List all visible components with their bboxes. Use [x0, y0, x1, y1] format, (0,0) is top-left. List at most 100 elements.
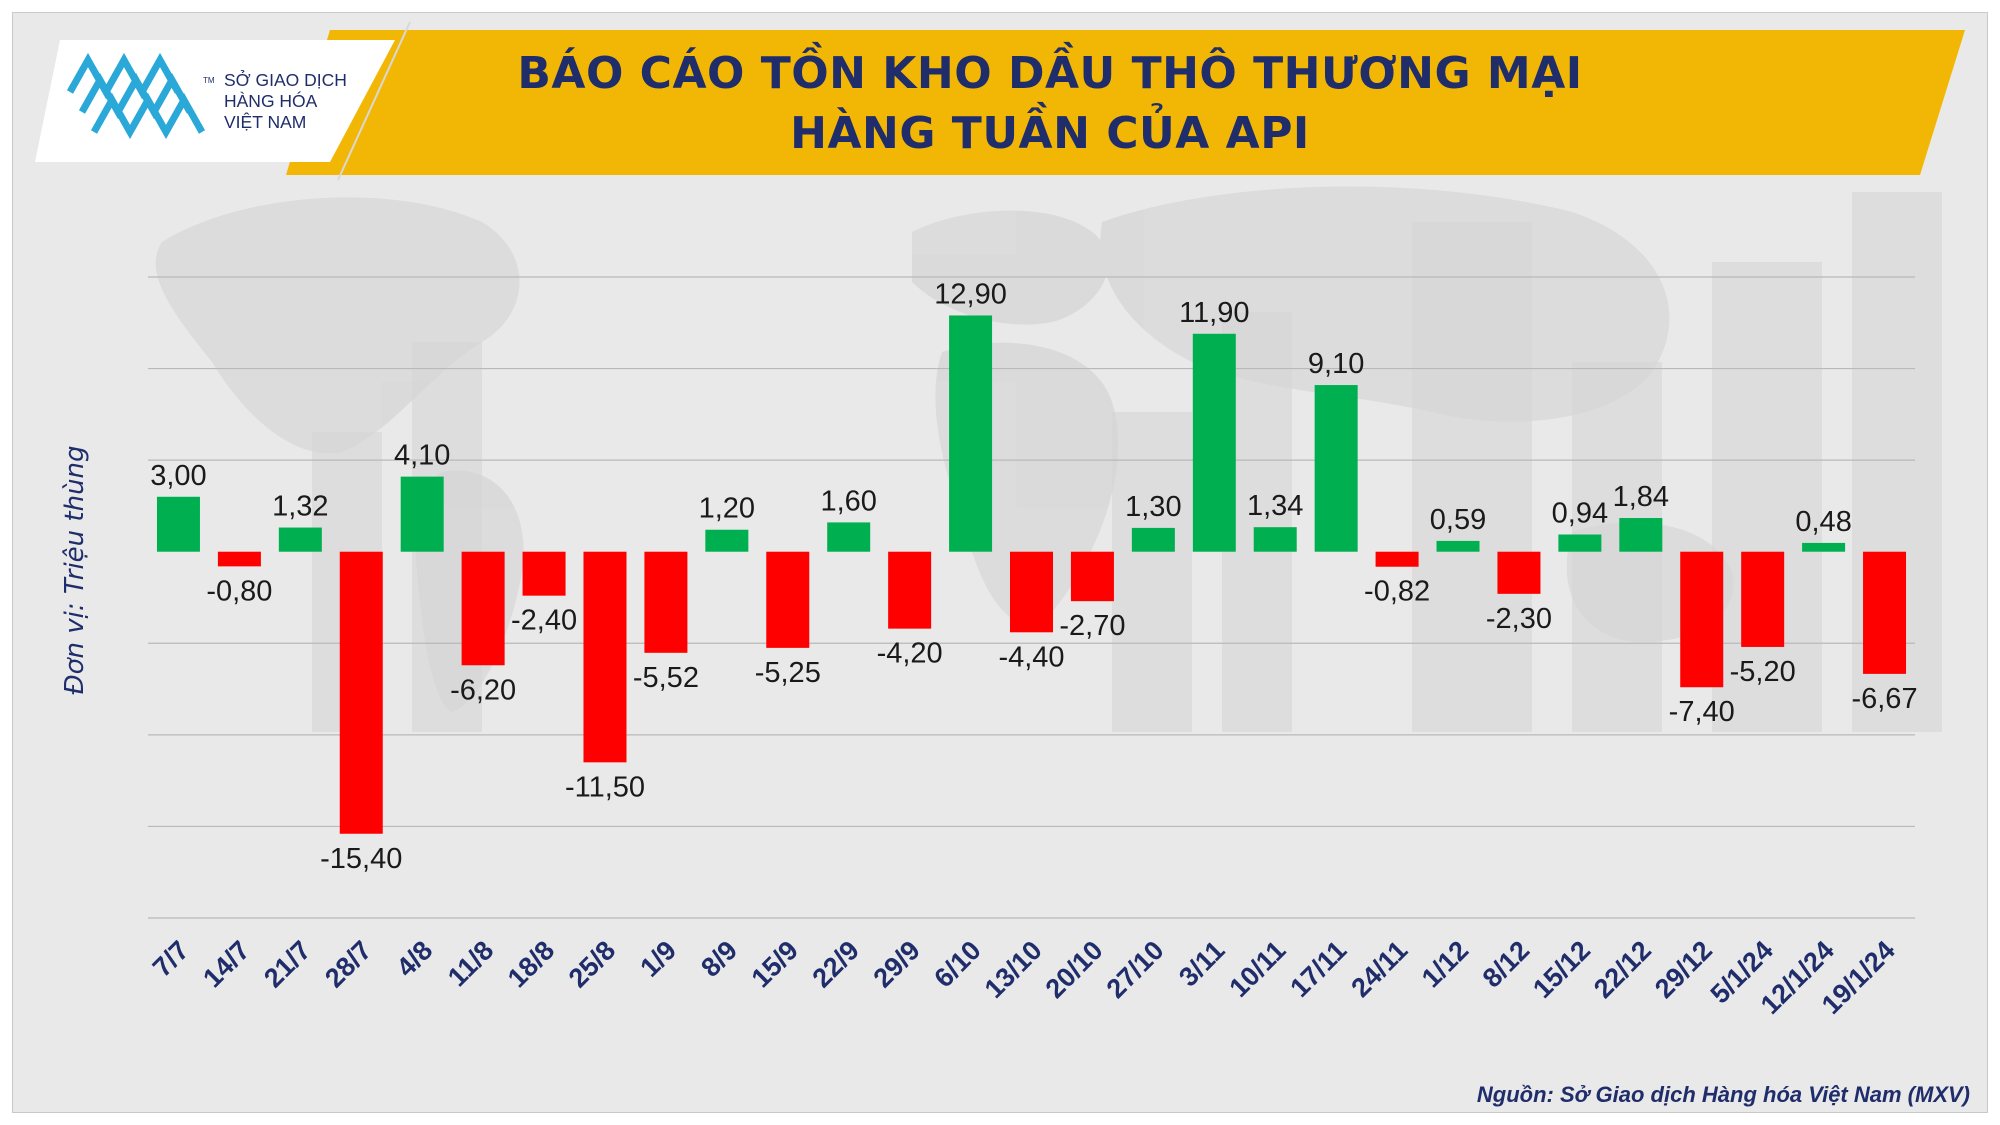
x-tick-label: 14/7 — [197, 935, 255, 993]
y-axis-label: Đơn vị: Triệu thùng — [60, 445, 90, 695]
data-label: 1,20 — [699, 493, 755, 525]
logo-text: SỞ GIAO DỊCH HÀNG HÓA VIỆT NAM — [224, 70, 347, 133]
bar-12-1-24 — [1802, 542, 1846, 552]
data-label: 9,10 — [1308, 348, 1364, 380]
logo-line-2: HÀNG HÓA — [224, 91, 318, 111]
logo-line-1: SỞ GIAO DỊCH — [224, 70, 347, 90]
data-label: -4,20 — [877, 638, 943, 670]
bar-25-8 — [583, 551, 627, 763]
bar-18-8 — [522, 551, 566, 596]
source-note: Nguồn: Sở Giao dịch Hàng hóa Việt Nam (M… — [1476, 1082, 1970, 1107]
gridlines — [148, 276, 1915, 919]
bar-1-12 — [1436, 540, 1480, 552]
bar-15-9 — [766, 551, 810, 648]
bar-6-10 — [949, 315, 993, 552]
bar-5-1-24 — [1741, 551, 1785, 647]
page-title-line-1: BÁO CÁO TỒN KHO DẦU THÔ THƯƠNG MẠI — [517, 48, 1583, 99]
x-tick-label: 15/12 — [1527, 935, 1596, 1004]
logo-mark-icon — [66, 52, 206, 140]
page-title-line-2: HÀNG TUẦN CỦA API — [790, 108, 1310, 159]
bar-7-7 — [156, 496, 200, 552]
bar-17-11 — [1314, 385, 1358, 552]
data-label: -6,20 — [450, 674, 516, 706]
bar-14-7 — [217, 551, 261, 567]
bar-22-12 — [1619, 518, 1663, 552]
x-tick-label: 11/8 — [442, 935, 499, 992]
x-tick-label: 1/9 — [634, 935, 682, 983]
data-label: 0,48 — [1795, 506, 1851, 538]
x-tick-label: 1/12 — [1416, 935, 1474, 993]
bar-29-9 — [888, 551, 932, 629]
bar-13-10 — [1010, 551, 1053, 633]
x-tick-label: 27/10 — [1101, 935, 1170, 1004]
bar-20-10 — [1070, 551, 1114, 602]
data-label: -2,30 — [1486, 603, 1552, 635]
bar-10-11 — [1253, 527, 1297, 552]
x-tick-label: 20/10 — [1040, 935, 1109, 1004]
x-tick-label: 8/9 — [695, 935, 743, 983]
data-labels: 3,00 -0,80 1,32 -15,40 4,10 -6,20 -2,40 -11,50 -… — [150, 278, 1917, 874]
x-tick-label: 25/8 — [563, 935, 621, 993]
x-tick-label: 6/10 — [928, 935, 986, 993]
logo-trademark: TM — [203, 76, 215, 85]
x-tick-label: 28/7 — [319, 935, 377, 993]
x-tick-labels: 7/7 14/7 21/7 28/7 4/8 11/8 18/8 25/8 1/9 8/9 15/9… — [147, 935, 1901, 1020]
data-label: -2,40 — [511, 605, 577, 637]
banner-bar — [286, 30, 1965, 175]
logo-line-3: VIỆT NAM — [224, 112, 307, 132]
data-label: 1,30 — [1125, 491, 1181, 523]
data-label: 1,84 — [1613, 481, 1669, 513]
x-tick-label: 17/11 — [1284, 935, 1352, 1003]
data-label: 1,32 — [272, 491, 328, 523]
bar-8-12 — [1497, 551, 1541, 594]
header-banner — [35, 21, 1965, 181]
x-tick-label: 21/7 — [258, 935, 316, 993]
x-tick-label: 22/12 — [1588, 935, 1657, 1004]
x-tick-label: 24/11 — [1345, 935, 1413, 1003]
data-label: 3,00 — [150, 460, 206, 492]
x-tick-label: 8/12 — [1477, 935, 1535, 993]
x-tick-label: 18/8 — [502, 935, 560, 993]
x-tick-label: 15/9 — [746, 935, 804, 993]
bar-27-10 — [1131, 527, 1175, 552]
x-tick-label: 10/11 — [1224, 935, 1292, 1003]
bar-28-7 — [339, 551, 383, 834]
bar-3-11 — [1192, 333, 1236, 552]
bar-11-8 — [461, 551, 505, 666]
data-label: -5,20 — [1730, 656, 1796, 688]
bar-15-12 — [1558, 534, 1602, 552]
data-label: 11,90 — [1179, 297, 1249, 329]
data-label: 4,10 — [394, 440, 450, 472]
data-label: -2,70 — [1059, 610, 1125, 642]
x-tick-label: 22/9 — [807, 935, 865, 993]
data-label: -5,52 — [633, 662, 699, 694]
data-label: 0,59 — [1430, 504, 1486, 536]
bar-22-9 — [827, 522, 871, 552]
data-label: 1,60 — [820, 485, 876, 517]
data-label: -4,40 — [998, 641, 1064, 673]
data-label: -5,25 — [755, 657, 821, 689]
bar-21-7 — [278, 527, 322, 552]
bar-19-1-24 — [1863, 551, 1907, 674]
data-label: 1,34 — [1247, 490, 1303, 522]
data-label: -7,40 — [1669, 696, 1735, 728]
data-label: -0,82 — [1364, 576, 1430, 608]
bar-24-11 — [1375, 551, 1419, 567]
x-tick-label: 29/12 — [1649, 935, 1718, 1004]
bars — [156, 315, 1907, 834]
bar-29-12 — [1680, 551, 1724, 688]
bar-8-9 — [705, 529, 749, 552]
x-tick-label: 29/9 — [868, 935, 926, 993]
x-tick-label: 7/7 — [147, 935, 195, 983]
data-label: -15,40 — [320, 843, 402, 875]
data-label: -6,67 — [1851, 683, 1917, 715]
data-label: -11,50 — [565, 771, 645, 803]
x-tick-label: 13/10 — [979, 935, 1048, 1004]
data-label: -0,80 — [206, 575, 272, 607]
bar-1-9 — [644, 551, 688, 653]
data-label: 12,90 — [934, 278, 1007, 310]
x-tick-label: 3/11 — [1173, 935, 1230, 992]
logo-panel — [35, 40, 395, 162]
